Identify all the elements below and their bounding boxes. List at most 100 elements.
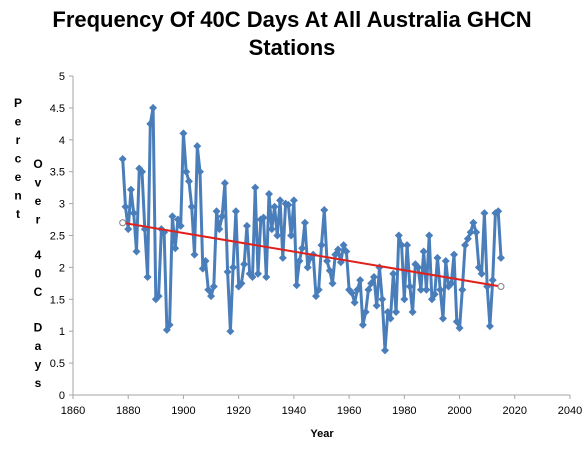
data-point	[179, 129, 188, 138]
data-point	[386, 314, 395, 323]
y-axis-title-char: t	[16, 207, 20, 221]
chart-title-line-1: Frequency Of 40C Days At All Australia G…	[52, 7, 531, 32]
data-point	[173, 215, 182, 224]
data-point	[389, 269, 398, 278]
data-point	[171, 244, 180, 253]
data-point	[168, 212, 177, 221]
data-point	[414, 263, 423, 272]
y-axis-title-char: y	[35, 358, 42, 372]
data-point	[469, 218, 478, 227]
y-axis-title-char: P	[14, 96, 22, 110]
data-point	[187, 202, 196, 211]
data-point	[328, 279, 337, 288]
data-point	[433, 253, 442, 262]
data-point	[198, 264, 207, 273]
data-point	[118, 154, 127, 163]
x-ticks: 1860 1880 1900 1920 1940 1960 1980 2000 2020 2040	[61, 395, 582, 417]
data-point	[347, 288, 356, 297]
x-tick-label: 1980	[392, 405, 416, 417]
data-point	[381, 346, 390, 355]
data-point	[353, 285, 362, 294]
data-point	[237, 279, 246, 288]
y-axis-title-char: v	[35, 176, 42, 190]
data-point	[229, 263, 238, 272]
x-tick-label: 1900	[171, 405, 195, 417]
data-point	[196, 167, 205, 176]
data-point	[364, 285, 373, 294]
data-point	[450, 250, 459, 259]
data-point	[494, 207, 503, 216]
data-point	[358, 320, 367, 329]
data-point	[323, 257, 332, 266]
data-point	[284, 200, 293, 209]
data-point	[397, 241, 406, 250]
data-point	[201, 257, 210, 266]
data-point	[455, 324, 464, 333]
y-tick-label: 3	[59, 199, 65, 211]
data-point	[289, 196, 298, 205]
data-point	[292, 281, 301, 290]
data-point	[461, 241, 470, 250]
data-point	[320, 205, 329, 214]
data-point	[480, 209, 489, 218]
data-point	[184, 177, 193, 186]
data-point	[452, 317, 461, 326]
data-point	[369, 272, 378, 281]
data-point	[276, 196, 285, 205]
data-point	[262, 272, 271, 281]
trend-start-marker	[119, 219, 127, 227]
x-axis-title: Year	[310, 428, 334, 440]
data-point	[121, 202, 130, 211]
data-point	[143, 272, 152, 281]
data-point	[325, 266, 334, 275]
y-axis-title-char: r	[16, 133, 21, 147]
data-point	[267, 225, 276, 234]
y-tick-label: 2	[59, 262, 65, 274]
data-point	[226, 327, 235, 336]
data-point	[472, 228, 481, 237]
data-point	[339, 241, 348, 250]
data-point	[124, 225, 133, 234]
y-axis-title-char: 4	[35, 248, 42, 262]
data-point	[425, 231, 434, 240]
data-point	[138, 167, 147, 176]
data-point	[372, 301, 381, 310]
data-point	[129, 209, 138, 218]
x-tick-label: 1860	[61, 405, 85, 417]
y-axis-title-char: c	[15, 152, 22, 166]
y-tick-label: 0.5	[50, 358, 65, 370]
y-tick-label: 5	[59, 71, 65, 83]
y-axis-title-char: O	[33, 157, 42, 171]
data-point	[314, 285, 323, 294]
y-axis-title-char: r	[36, 213, 41, 227]
data-point	[463, 234, 472, 243]
data-point	[416, 285, 425, 294]
x-tick-label: 1940	[282, 405, 306, 417]
data-point	[408, 308, 417, 317]
data-point	[334, 245, 343, 254]
data-point	[278, 253, 287, 262]
y-axis-title-char: a	[35, 339, 42, 353]
data-point	[295, 257, 304, 266]
y-tick-label: 4.5	[50, 103, 65, 115]
data-point	[436, 285, 445, 294]
data-point	[253, 269, 262, 278]
data-point	[165, 320, 174, 329]
data-point	[392, 308, 401, 317]
data-point	[356, 276, 365, 285]
x-tick-label: 1960	[337, 405, 361, 417]
series-line	[121, 106, 503, 352]
data-point	[149, 103, 158, 112]
data-point	[176, 221, 185, 230]
data-point	[204, 285, 213, 294]
x-tick-label: 1920	[226, 405, 250, 417]
data-point	[287, 231, 296, 240]
data-point	[342, 247, 351, 256]
y-tick-label: 3.5	[50, 167, 65, 179]
y-tick-label: 2.5	[50, 231, 65, 243]
data-point	[488, 276, 497, 285]
data-point	[215, 225, 224, 234]
data-point	[367, 279, 376, 288]
data-point	[447, 279, 456, 288]
